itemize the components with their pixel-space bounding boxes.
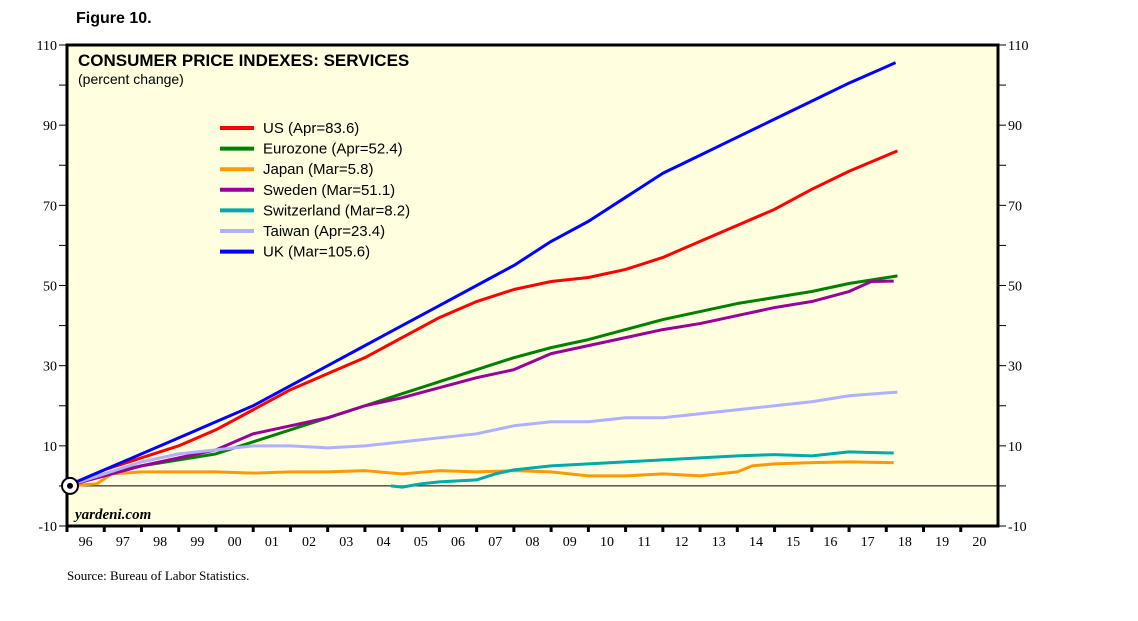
x-tick-label: 01	[265, 535, 279, 550]
y-tick-label-left: 70	[43, 199, 57, 214]
legend-label: US (Apr=83.6)	[263, 120, 359, 137]
y-tick-label-left: 30	[43, 360, 57, 375]
x-tick-label: 07	[488, 535, 502, 550]
legend-label: Eurozone (Apr=52.4)	[263, 141, 403, 158]
y-tick-label-left: 90	[43, 119, 57, 134]
series-line-uk	[66, 61, 897, 488]
x-tick-label: 19	[935, 535, 949, 550]
x-tick-label: 97	[116, 535, 130, 550]
x-tick-label: 06	[451, 535, 465, 550]
series-line-taiwan	[66, 390, 898, 488]
y-tick-label-right: 90	[1008, 119, 1022, 134]
series-line-switzerland	[390, 450, 894, 489]
x-tick-label: 96	[79, 535, 93, 550]
origin-dot-icon	[67, 482, 73, 489]
x-tick-label: 11	[637, 535, 650, 550]
y-tick-label-right: 70	[1008, 199, 1022, 214]
y-tick-label-right: 50	[1008, 280, 1022, 295]
x-tick-label: 03	[339, 535, 353, 550]
x-tick-label: 14	[749, 535, 763, 550]
legend-label: Japan (Mar=5.8)	[263, 161, 373, 178]
y-tick-label-right: 110	[1008, 39, 1028, 54]
x-tick-label: 08	[526, 535, 540, 550]
chart-subtitle: (percent change)	[78, 71, 184, 87]
x-tick-label: 15	[786, 535, 800, 550]
x-tick-label: 16	[823, 535, 837, 550]
y-tick-label-left: 10	[43, 440, 57, 455]
watermark: yardeni.com	[73, 507, 151, 523]
x-tick-label: 04	[377, 535, 391, 550]
x-tick-label: 05	[414, 535, 428, 550]
figure-label: Figure 10.	[76, 10, 152, 27]
series-line-us	[66, 149, 899, 488]
x-tick-label: 00	[228, 535, 242, 550]
y-tick-label-left: 50	[43, 280, 57, 295]
y-tick-label-right: 10	[1008, 440, 1022, 455]
y-tick-label-right: -10	[1008, 520, 1027, 535]
x-tick-label: 10	[600, 535, 614, 550]
source-note: Source: Bureau of Labor Statistics.	[67, 568, 249, 583]
x-tick-label: 98	[153, 535, 167, 550]
x-tick-label: 18	[898, 535, 912, 550]
x-tick-label: 02	[302, 535, 316, 550]
plot-frame	[65, 43, 1000, 528]
legend-label: UK (Mar=105.6)	[263, 244, 370, 261]
x-tick-label: 13	[712, 535, 726, 550]
legend-label: Taiwan (Apr=23.4)	[263, 223, 385, 240]
series-line-eurozone	[66, 274, 898, 488]
x-tick-label: 99	[190, 535, 204, 550]
x-tick-label: 12	[674, 535, 688, 550]
x-tick-label: 17	[861, 535, 875, 550]
y-tick-label-right: 30	[1008, 360, 1022, 375]
x-tick-label: 09	[563, 535, 577, 550]
legend-label: Switzerland (Mar=8.2)	[263, 202, 410, 219]
series-line-japan	[66, 460, 894, 488]
y-tick-label-left: -10	[38, 520, 57, 535]
y-tick-label-left: 110	[37, 39, 57, 54]
legend-label: Sweden (Mar=51.1)	[263, 182, 395, 199]
chart-title: CONSUMER PRICE INDEXES: SERVICES	[78, 51, 409, 70]
x-tick-label: 20	[972, 535, 986, 550]
